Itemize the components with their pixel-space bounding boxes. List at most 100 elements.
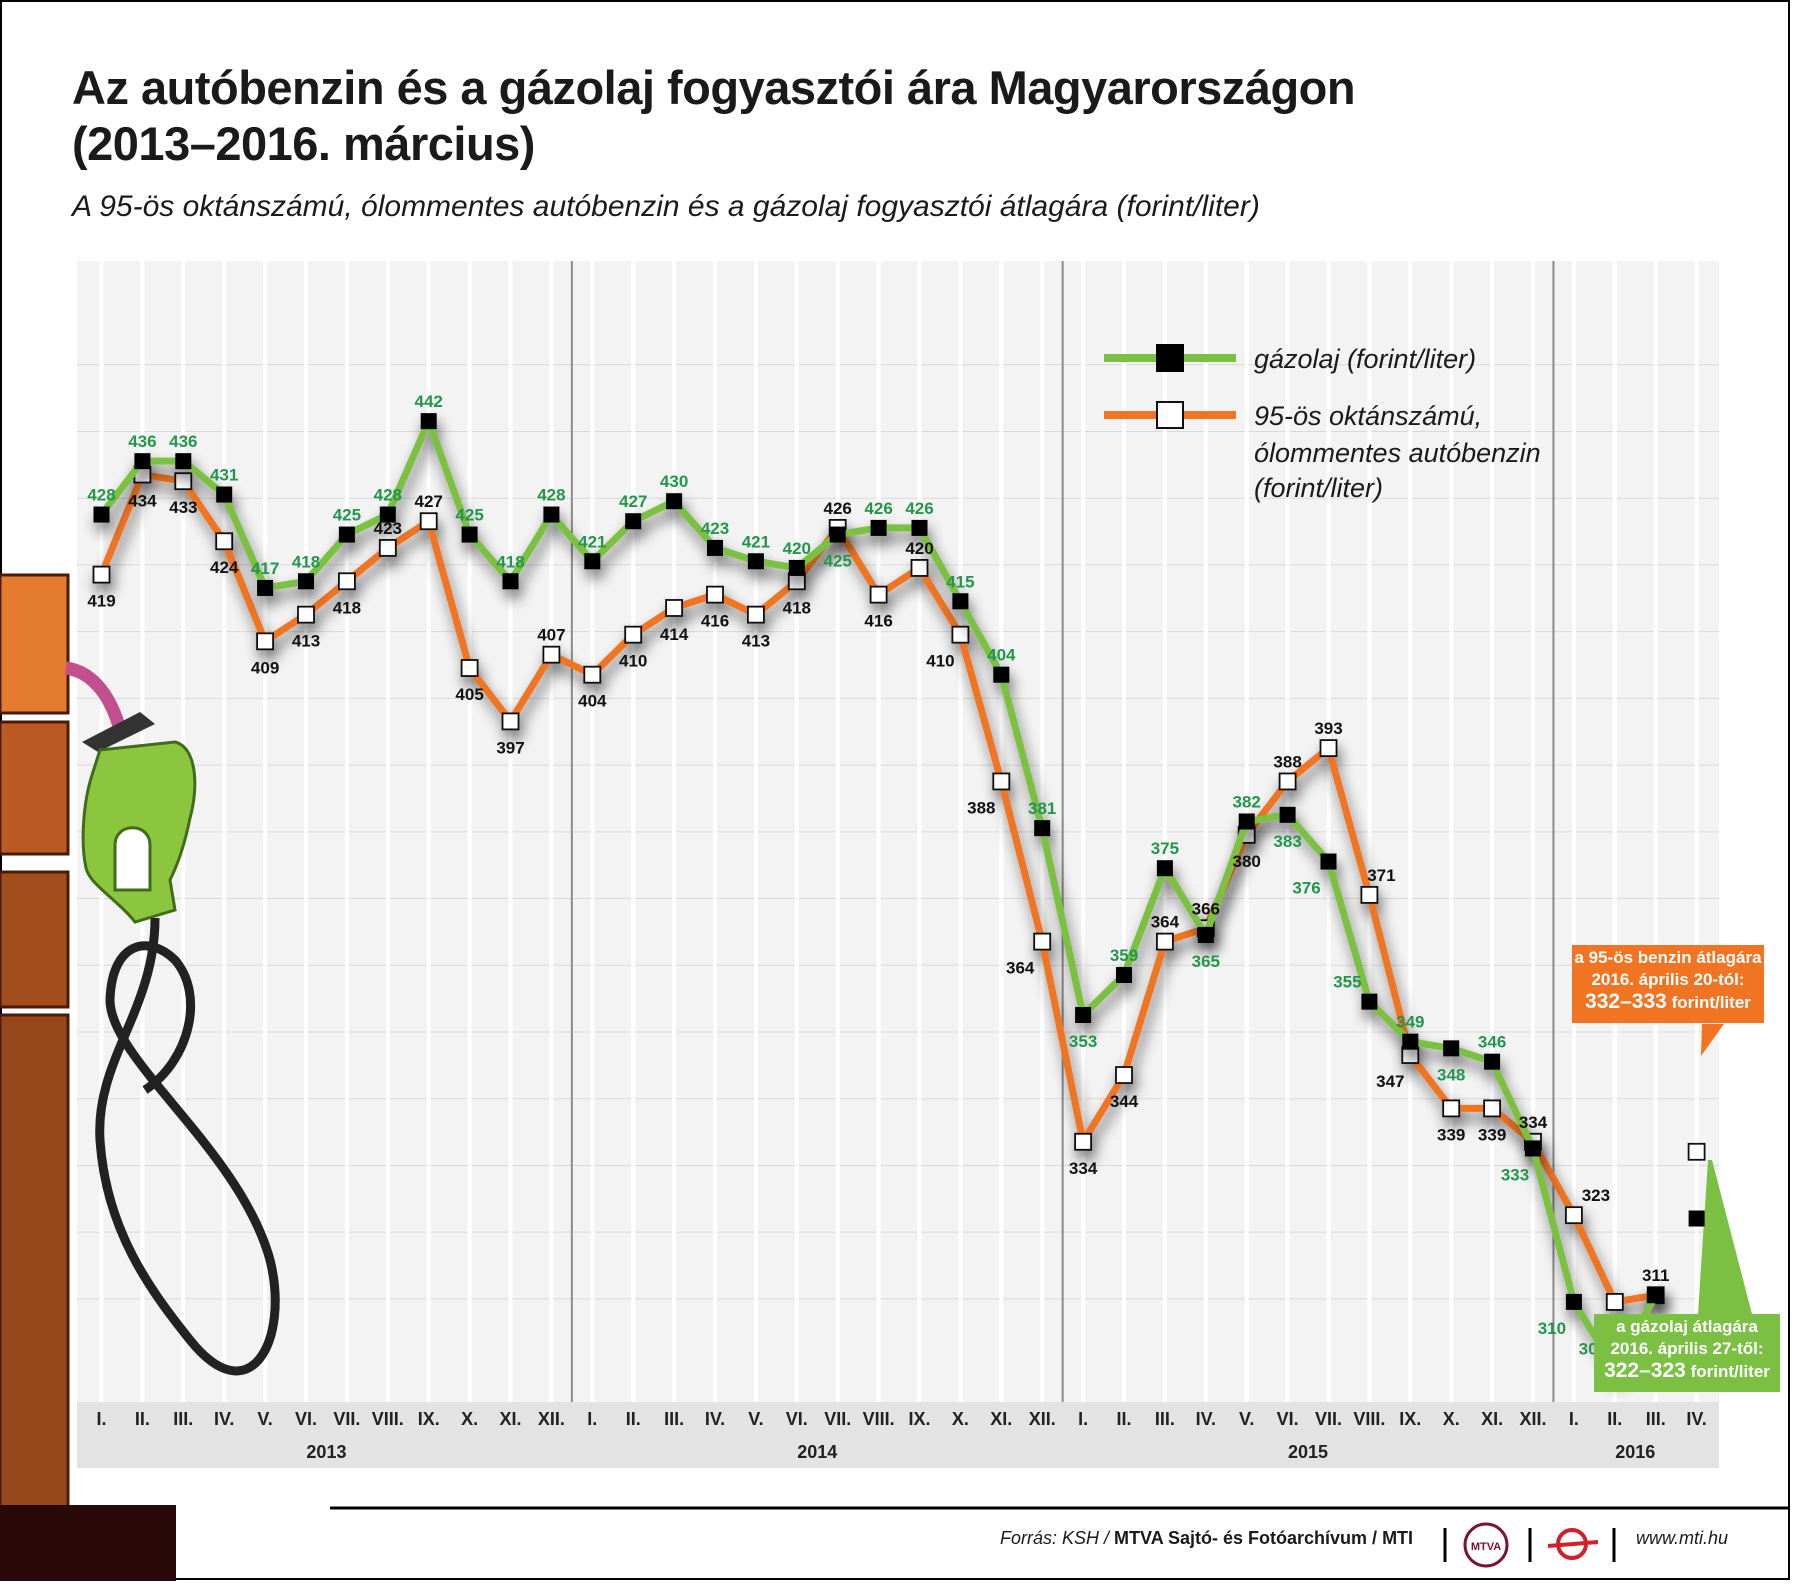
petrol-point	[624, 625, 643, 644]
petrol-data-label: 409	[251, 658, 279, 677]
diesel-point	[1647, 1287, 1664, 1304]
diesel-point	[1402, 1033, 1419, 1050]
x-tick-label: II.	[1607, 1409, 1622, 1429]
diesel-data-label: 423	[701, 519, 729, 538]
diesel-point	[1565, 1293, 1582, 1310]
diesel-data-label: 418	[496, 552, 524, 571]
petrol-data-label: 364	[1151, 913, 1180, 932]
petrol-point	[256, 632, 275, 651]
petrol-data-label: 418	[783, 598, 811, 617]
petrol-data-label: 388	[1273, 752, 1301, 771]
diesel-point	[338, 526, 355, 543]
diesel-point	[216, 486, 233, 503]
legend-petrol-marker	[1156, 401, 1184, 429]
gazolaj-price-callout: a gázolaj átlagára 2016. április 27-től:…	[1594, 1314, 1780, 1392]
diesel-point	[1484, 1053, 1501, 1070]
petrol-point	[460, 659, 479, 677]
x-tick-label: VIII.	[1353, 1409, 1385, 1429]
diesel-point	[666, 493, 683, 510]
diesel-point	[502, 573, 519, 590]
x-tick-label: VII.	[1315, 1409, 1342, 1429]
x-tick-label: XI.	[1481, 1409, 1503, 1429]
petrol-point	[1115, 1066, 1133, 1084]
x-tick-label: VI.	[1277, 1409, 1299, 1429]
x-axis-band	[77, 1402, 1719, 1468]
gazolaj-callout-pointer	[1698, 1160, 1752, 1314]
petrol-data-label: 347	[1376, 1072, 1404, 1091]
petrol-data-label: 334	[1519, 1113, 1548, 1132]
diesel-data-label: 425	[333, 506, 361, 525]
petrol-data-label: 414	[660, 625, 689, 644]
petrol-data-label: 364	[1006, 959, 1035, 978]
benzin-callout-value: 332–333	[1585, 990, 1667, 1013]
website-link[interactable]: www.mti.hu	[1636, 1528, 1729, 1548]
x-tick-label: VII.	[824, 1409, 851, 1429]
x-tick-label: IV.	[1686, 1409, 1706, 1429]
petrol-point	[1565, 1206, 1583, 1225]
x-tick-label: XII.	[1029, 1409, 1056, 1429]
diesel-data-label: 310	[1538, 1319, 1566, 1338]
diesel-series	[93, 413, 1664, 1377]
diesel-point	[1197, 926, 1214, 943]
x-tick-label: V.	[257, 1409, 272, 1429]
diesel-data-label: 359	[1110, 946, 1138, 965]
petrol-point	[706, 585, 724, 604]
x-tick-label: X.	[952, 1409, 969, 1429]
benzin-price-callout: a 95-ös benzin átlagára 2016. április 20…	[1572, 945, 1764, 1023]
petrol-data-label: 410	[619, 652, 647, 671]
legend-diesel-label: gázolaj (forint/liter)	[1254, 344, 1476, 374]
diesel-data-label: 426	[905, 499, 933, 518]
petrol-point	[215, 532, 234, 551]
petrol-data-label: 424	[210, 558, 239, 577]
petrol-data-label: 420	[905, 539, 933, 558]
year-label: 2014	[797, 1442, 837, 1462]
chart-grid	[77, 261, 1719, 1468]
legend-petrol-label-line-3: (forint/liter)	[1254, 473, 1383, 503]
source-credit: Forrás: KSH / MTVA Sajtó- és Fotóarchívu…	[1000, 1528, 1413, 1549]
x-tick-label: I.	[96, 1409, 106, 1429]
x-tick-label: VIII.	[372, 1409, 404, 1429]
gazolaj-callout-unit: forint/liter	[1685, 1362, 1770, 1381]
diesel-data-label: 436	[169, 432, 197, 451]
x-tick-label: XII.	[1519, 1409, 1546, 1429]
diesel-point	[257, 579, 274, 596]
x-tick-label: II.	[1116, 1409, 1131, 1429]
diesel-data-label: 381	[1028, 799, 1056, 818]
diesel-data-label: 382	[1233, 792, 1261, 811]
diesel-point	[1279, 806, 1296, 823]
petrol-point	[92, 565, 111, 584]
petrol-point	[869, 585, 888, 604]
x-tick-label: I.	[1569, 1409, 1579, 1429]
petrol-point	[174, 472, 193, 491]
petrol-point	[747, 605, 765, 624]
petrol-projection-point	[1687, 1142, 1706, 1161]
petrol-data-label: 423	[374, 519, 402, 538]
petrol-data-label: 366	[1192, 899, 1220, 918]
subtitle: A 95-ös oktánszámú, ólommentes autóbenzi…	[72, 190, 1260, 223]
diesel-point	[870, 519, 887, 536]
diesel-point	[543, 506, 560, 523]
gazolaj-callout-line-2: 2016. április 27-től:	[1610, 1339, 1764, 1358]
petrol-data-label: 388	[967, 798, 995, 817]
diesel-data-label: 404	[987, 646, 1016, 665]
x-tick-label: XII.	[538, 1409, 565, 1429]
diesel-data-label: 417	[251, 559, 279, 578]
petrol-data-label: 371	[1367, 866, 1395, 885]
legend-petrol-label-line-1: 95-ös oktánszámú,	[1254, 401, 1482, 431]
page-title: Az autóbenzin és a gázolaj fogyasztói ár…	[72, 60, 1356, 172]
gazolaj-callout-value: 322–323	[1604, 1359, 1686, 1382]
x-tick-label: IV.	[214, 1409, 234, 1429]
legend-petrol-label-line-2: ólommentes autóbenzin	[1254, 438, 1541, 468]
diesel-point	[93, 506, 110, 523]
x-tick-label: III.	[173, 1409, 193, 1429]
x-tick-label: III.	[664, 1409, 684, 1429]
petrol-data-label: 413	[742, 632, 770, 651]
diesel-data-label: 348	[1437, 1065, 1465, 1084]
petrol-data-label: 323	[1582, 1186, 1610, 1205]
diesel-data-label: 426	[864, 499, 892, 518]
petrol-point	[542, 645, 561, 664]
diesel-point	[420, 413, 437, 430]
petrol-data-label: 433	[169, 498, 197, 517]
diesel-data-label: 436	[128, 432, 156, 451]
diesel-point	[1156, 860, 1173, 877]
